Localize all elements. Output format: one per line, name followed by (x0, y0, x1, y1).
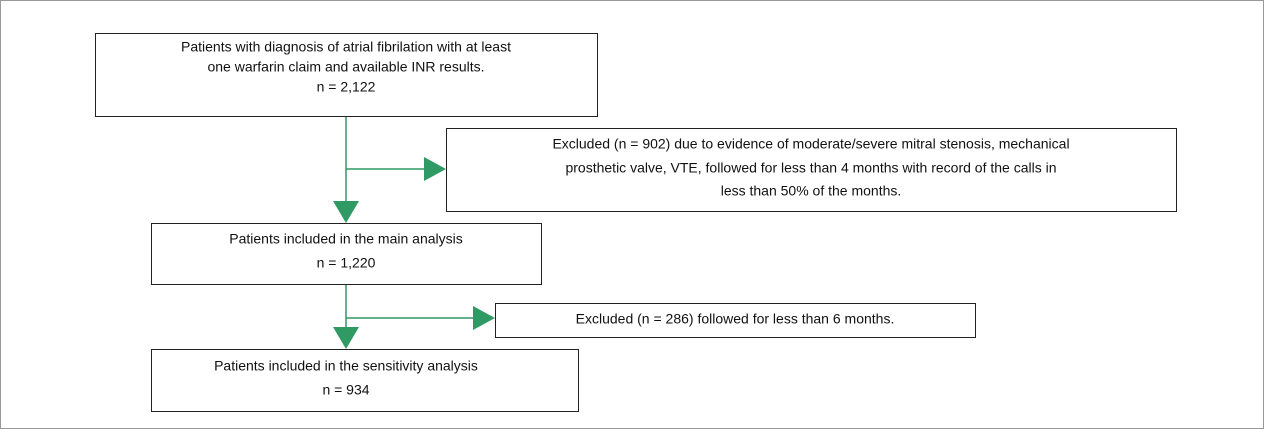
node-box (495, 303, 976, 338)
node-box (151, 223, 542, 285)
node-text: less than 50% of the months. (721, 183, 902, 199)
node-text: n = 1,220 (317, 255, 376, 271)
arrow-head (333, 327, 359, 349)
node-text: n = 934 (322, 382, 369, 398)
arrow-head (424, 157, 446, 181)
node-text: Excluded (n = 902) due to evidence of mo… (552, 136, 1069, 152)
node-text: prosthetic valve, VTE, followed for less… (565, 160, 1056, 176)
node-box (151, 349, 579, 412)
arrow-head (333, 201, 359, 223)
node-text: n = 2,122 (317, 79, 376, 95)
node-text: Patients included in the sensitivity ana… (214, 358, 478, 374)
connectors (333, 116, 495, 349)
node-text: Excluded (n = 286) followed for less tha… (576, 311, 895, 327)
arrow-head (473, 306, 495, 330)
node-text: Patients with diagnosis of atrial fibril… (181, 39, 511, 55)
node-box (95, 33, 598, 117)
node-box (446, 128, 1177, 212)
node-text: Patients included in the main analysis (229, 231, 462, 247)
node-text: one warfarin claim and available INR res… (207, 59, 484, 75)
